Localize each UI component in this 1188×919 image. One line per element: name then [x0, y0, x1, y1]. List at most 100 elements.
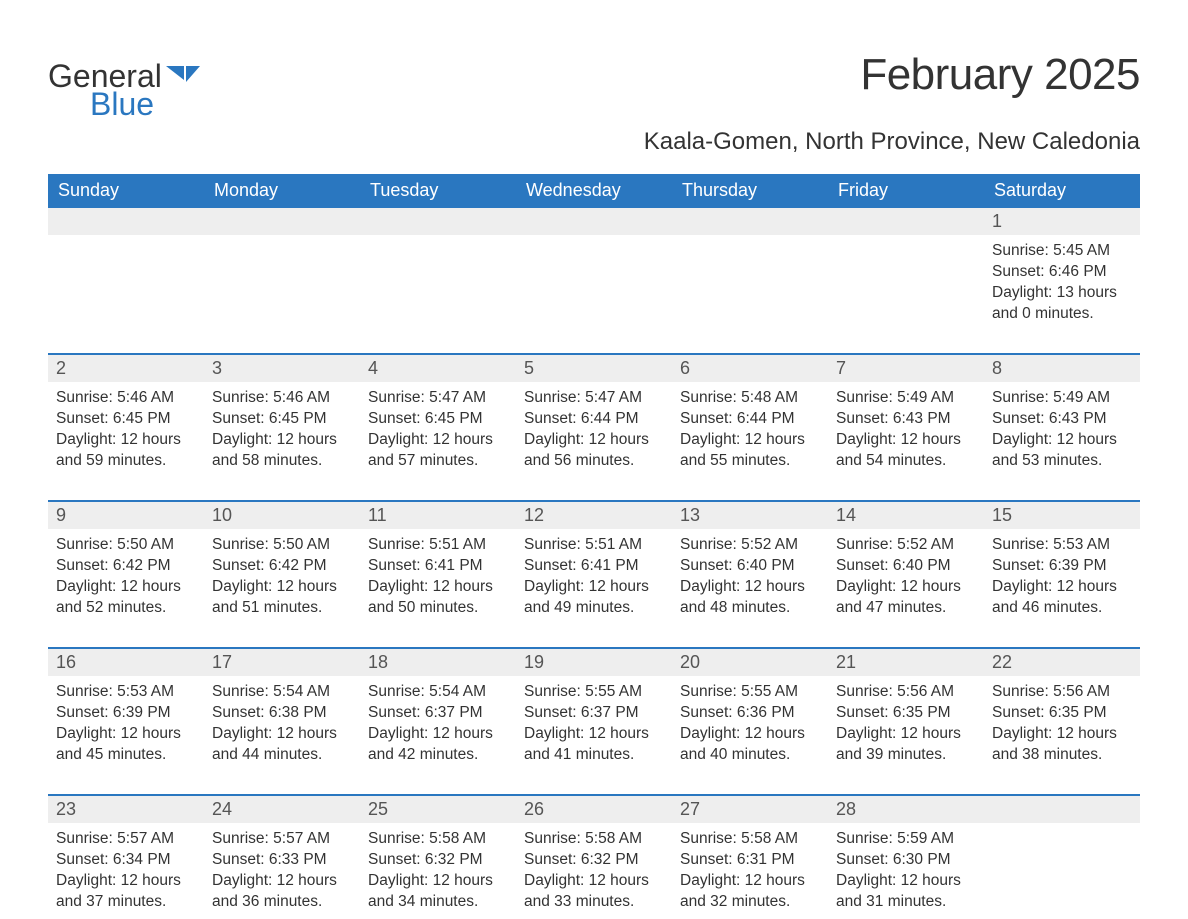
daylight-line: Daylight: 12 hours and 31 minutes.	[836, 871, 976, 913]
sunset-line: Sunset: 6:31 PM	[680, 850, 820, 871]
sunset-line: Sunset: 6:45 PM	[212, 409, 352, 430]
sunrise-line: Sunrise: 5:56 AM	[992, 682, 1132, 703]
day-number: 17	[204, 649, 360, 676]
day-number: 23	[48, 796, 204, 823]
calendar-week: 232425262728Sunrise: 5:57 AMSunset: 6:34…	[48, 794, 1140, 919]
sunset-line: Sunset: 6:41 PM	[524, 556, 664, 577]
day-number: 22	[984, 649, 1140, 676]
sunrise-line: Sunrise: 5:52 AM	[680, 535, 820, 556]
day-cell: Sunrise: 5:57 AMSunset: 6:34 PMDaylight:…	[48, 823, 204, 919]
daylight-line: Daylight: 12 hours and 41 minutes.	[524, 724, 664, 766]
sunset-line: Sunset: 6:45 PM	[368, 409, 508, 430]
sunset-line: Sunset: 6:45 PM	[56, 409, 196, 430]
day-cell: Sunrise: 5:52 AMSunset: 6:40 PMDaylight:…	[672, 529, 828, 625]
daylight-line: Daylight: 13 hours and 0 minutes.	[992, 283, 1132, 325]
sunrise-line: Sunrise: 5:46 AM	[212, 388, 352, 409]
sunrise-line: Sunrise: 5:47 AM	[524, 388, 664, 409]
daylight-line: Daylight: 12 hours and 37 minutes.	[56, 871, 196, 913]
sunset-line: Sunset: 6:30 PM	[836, 850, 976, 871]
sunset-line: Sunset: 6:42 PM	[212, 556, 352, 577]
sunset-line: Sunset: 6:35 PM	[992, 703, 1132, 724]
day-cell: Sunrise: 5:54 AMSunset: 6:38 PMDaylight:…	[204, 676, 360, 772]
daylight-line: Daylight: 12 hours and 51 minutes.	[212, 577, 352, 619]
sunrise-line: Sunrise: 5:59 AM	[836, 829, 976, 850]
sunrise-line: Sunrise: 5:52 AM	[836, 535, 976, 556]
daylight-line: Daylight: 12 hours and 55 minutes.	[680, 430, 820, 472]
weekday-mon: Monday	[204, 174, 360, 208]
day-cell: Sunrise: 5:50 AMSunset: 6:42 PMDaylight:…	[204, 529, 360, 625]
daylight-line: Daylight: 12 hours and 56 minutes.	[524, 430, 664, 472]
sunrise-line: Sunrise: 5:55 AM	[680, 682, 820, 703]
day-number: 12	[516, 502, 672, 529]
sunset-line: Sunset: 6:34 PM	[56, 850, 196, 871]
day-cell	[204, 235, 360, 331]
sunrise-line: Sunrise: 5:48 AM	[680, 388, 820, 409]
header: General Blue February 2025	[48, 50, 1140, 120]
day-cell: Sunrise: 5:55 AMSunset: 6:37 PMDaylight:…	[516, 676, 672, 772]
day-cell: Sunrise: 5:58 AMSunset: 6:32 PMDaylight:…	[516, 823, 672, 919]
daynum-row: 2345678	[48, 355, 1140, 382]
day-number: 18	[360, 649, 516, 676]
weekday-fri: Friday	[828, 174, 984, 208]
sunrise-line: Sunrise: 5:57 AM	[212, 829, 352, 850]
brand-word-2: Blue	[90, 88, 162, 120]
calendar: Sunday Monday Tuesday Wednesday Thursday…	[48, 174, 1140, 919]
sunrise-line: Sunrise: 5:53 AM	[56, 682, 196, 703]
month-title: February 2025	[860, 50, 1140, 100]
weeks-container: 1Sunrise: 5:45 AMSunset: 6:46 PMDaylight…	[48, 208, 1140, 919]
daylight-line: Daylight: 12 hours and 42 minutes.	[368, 724, 508, 766]
day-cell: Sunrise: 5:53 AMSunset: 6:39 PMDaylight:…	[984, 529, 1140, 625]
day-cell	[828, 235, 984, 331]
day-number	[204, 208, 360, 235]
sunrise-line: Sunrise: 5:51 AM	[368, 535, 508, 556]
day-number: 1	[984, 208, 1140, 235]
daylight-line: Daylight: 12 hours and 46 minutes.	[992, 577, 1132, 619]
title-block: February 2025	[860, 50, 1140, 100]
sunset-line: Sunset: 6:40 PM	[680, 556, 820, 577]
day-number	[48, 208, 204, 235]
sunset-line: Sunset: 6:35 PM	[836, 703, 976, 724]
daylight-line: Daylight: 12 hours and 44 minutes.	[212, 724, 352, 766]
sunrise-line: Sunrise: 5:45 AM	[992, 241, 1132, 262]
daylight-line: Daylight: 12 hours and 57 minutes.	[368, 430, 508, 472]
sunrise-line: Sunrise: 5:56 AM	[836, 682, 976, 703]
daylight-line: Daylight: 12 hours and 47 minutes.	[836, 577, 976, 619]
day-number: 5	[516, 355, 672, 382]
day-cell: Sunrise: 5:49 AMSunset: 6:43 PMDaylight:…	[828, 382, 984, 478]
day-number: 7	[828, 355, 984, 382]
day-cell: Sunrise: 5:57 AMSunset: 6:33 PMDaylight:…	[204, 823, 360, 919]
day-number	[828, 208, 984, 235]
day-cell: Sunrise: 5:53 AMSunset: 6:39 PMDaylight:…	[48, 676, 204, 772]
weekday-sat: Saturday	[984, 174, 1140, 208]
sunrise-line: Sunrise: 5:49 AM	[836, 388, 976, 409]
sunset-line: Sunset: 6:40 PM	[836, 556, 976, 577]
day-cell: Sunrise: 5:56 AMSunset: 6:35 PMDaylight:…	[984, 676, 1140, 772]
day-number: 3	[204, 355, 360, 382]
weekday-header: Sunday Monday Tuesday Wednesday Thursday…	[48, 174, 1140, 208]
day-cell	[516, 235, 672, 331]
sunrise-line: Sunrise: 5:53 AM	[992, 535, 1132, 556]
day-cell	[360, 235, 516, 331]
sunrise-line: Sunrise: 5:58 AM	[368, 829, 508, 850]
sunset-line: Sunset: 6:43 PM	[992, 409, 1132, 430]
day-cell: Sunrise: 5:50 AMSunset: 6:42 PMDaylight:…	[48, 529, 204, 625]
calendar-week: 1 Sunrise: 5:45 AMSunset: 6:46 PMDaylight…	[48, 208, 1140, 331]
weekday-sun: Sunday	[48, 174, 204, 208]
day-cell: Sunrise: 5:54 AMSunset: 6:37 PMDaylight:…	[360, 676, 516, 772]
sunrise-line: Sunrise: 5:49 AM	[992, 388, 1132, 409]
brand-text: General Blue	[48, 60, 162, 120]
calendar-week: 16171819202122Sunrise: 5:53 AMSunset: 6:…	[48, 647, 1140, 772]
brand-logo: General Blue	[48, 50, 200, 120]
day-number: 2	[48, 355, 204, 382]
sunrise-line: Sunrise: 5:54 AM	[368, 682, 508, 703]
day-number: 26	[516, 796, 672, 823]
day-number: 14	[828, 502, 984, 529]
day-number: 13	[672, 502, 828, 529]
sunset-line: Sunset: 6:32 PM	[524, 850, 664, 871]
brand-flag-icon	[166, 66, 200, 90]
day-number: 19	[516, 649, 672, 676]
sunrise-line: Sunrise: 5:57 AM	[56, 829, 196, 850]
sunset-line: Sunset: 6:46 PM	[992, 262, 1132, 283]
day-cell: Sunrise: 5:58 AMSunset: 6:31 PMDaylight:…	[672, 823, 828, 919]
day-number	[984, 796, 1140, 823]
